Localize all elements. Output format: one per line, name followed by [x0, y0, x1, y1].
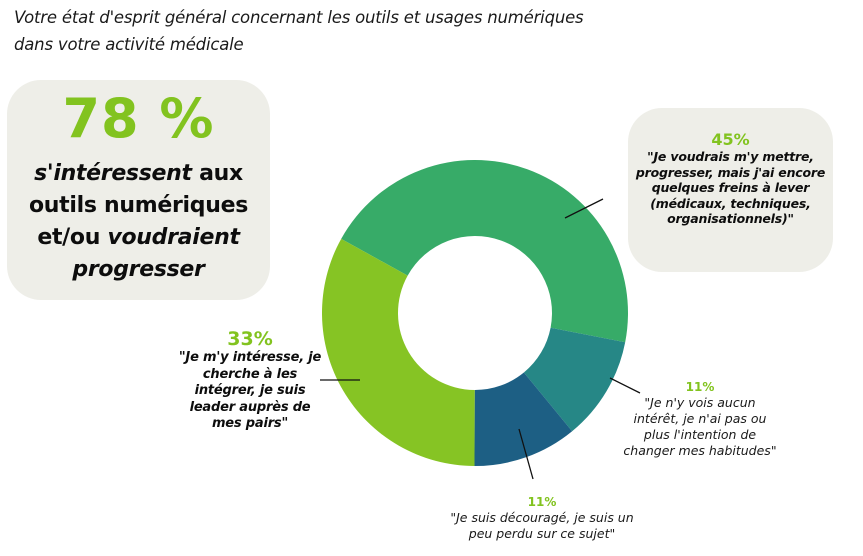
donut-segment-45 [341, 160, 629, 343]
chart-title-line-1: Votre état d'esprit général concernant l… [14, 8, 584, 27]
leader-line-11b [518, 428, 534, 480]
leader-line-45 [564, 198, 604, 219]
label-segment-11-discouraged: 11% "Je suis découragé, je suis un peu p… [432, 495, 652, 542]
label-segment-11-no-interest: 11% "Je n'y vois aucun intérêt, je n'ai … [600, 380, 800, 459]
donut-segment-33 [322, 238, 475, 466]
label-45-quote: "Je voudrais m'y mettre, progresser, mai… [635, 149, 826, 226]
label-33-quote: "Je m'y intéresse, je cherche à les inté… [178, 350, 322, 431]
label-45-percent: 45% [711, 130, 750, 149]
leader-line-11a [609, 377, 641, 394]
label-11b-quote: "Je suis découragé, je suis un peu perdu… [450, 510, 634, 541]
chart-title: Votre état d'esprit général concernant l… [14, 4, 674, 58]
label-11b-percent: 11% [527, 495, 557, 509]
label-11a-percent: 11% [685, 380, 715, 394]
highlight-text: s'intéressent aux outils numériques et/o… [7, 158, 270, 286]
donut-segment-11-discouraged [474, 372, 573, 466]
chart-title-line-2: dans votre activité médicale [14, 35, 244, 54]
highlight-line1-rest: aux [191, 161, 243, 186]
highlight-percent: 78 % [62, 87, 215, 150]
highlight-card: 78 % s'intéressent aux outils numériques… [7, 80, 270, 300]
donut-segments [322, 160, 629, 466]
label-11a-quote: "Je n'y vois aucun intérêt, je n'ai pas … [623, 395, 777, 458]
label-segment-45: 45% "Je voudrais m'y mettre, progresser,… [628, 131, 833, 227]
highlight-line2: outils numériques [28, 193, 248, 218]
label-segment-33: 33% "Je m'y intéresse, je cherche à les … [155, 328, 345, 433]
label-33-percent: 33% [227, 328, 273, 350]
callout-card-45 [628, 108, 833, 272]
highlight-line3-plain: et/ou [37, 225, 108, 250]
donut-segment-11-no-interest [523, 327, 626, 432]
highlight-word-progresser: progresser [72, 257, 205, 282]
highlight-word-voudraient: voudraient [107, 225, 240, 250]
highlight-word-interessent: s'intéressent [34, 161, 192, 186]
